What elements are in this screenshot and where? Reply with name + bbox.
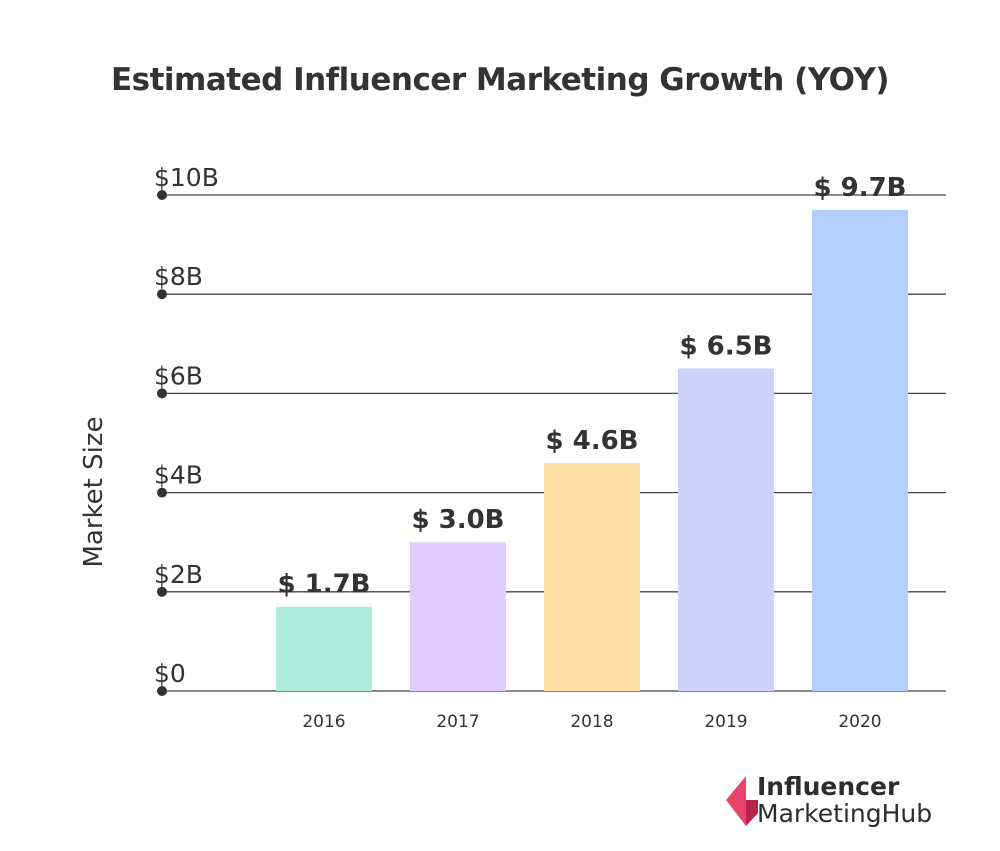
bar-2017	[410, 542, 506, 691]
y-tick-label: $2B	[154, 560, 203, 589]
x-tick-label: 2020	[838, 712, 881, 732]
y-tick-label: $10B	[154, 163, 219, 192]
influencer-marketing-hub-logo: Influencer MarketingHub	[724, 772, 984, 832]
data-label: $ 3.0B	[411, 505, 504, 535]
gridline-dot	[157, 388, 167, 399]
bar-2016	[276, 606, 372, 691]
gridline-dot	[157, 289, 167, 300]
y-tick-label: $0	[154, 659, 186, 688]
logo-text-line1: Influencer	[757, 772, 900, 801]
gridline-dot	[157, 190, 167, 200]
x-tick-label: 2016	[302, 712, 345, 732]
bar-2019	[678, 368, 774, 691]
y-tick-label: $8B	[154, 262, 203, 291]
data-label: $ 9.7B	[813, 173, 906, 203]
y-tick-label: $4B	[154, 461, 203, 490]
logo-diamond-icon	[726, 776, 758, 826]
gridline-dot	[157, 686, 167, 696]
x-tick-label: 2018	[570, 712, 613, 732]
gridline-dot	[157, 586, 167, 597]
data-label: $ 1.7B	[277, 570, 370, 600]
bar-2018	[544, 462, 640, 691]
x-tick-label: 2019	[704, 712, 747, 732]
data-label: $ 6.5B	[679, 332, 772, 362]
x-tick-label: 2017	[436, 712, 479, 732]
data-label: $ 4.6B	[545, 426, 638, 456]
gridline-dot	[157, 487, 167, 498]
y-tick-label: $6B	[154, 361, 203, 390]
logo-text-line2: MarketingHub	[757, 799, 933, 828]
bar-2020	[812, 209, 908, 691]
chart-title: Estimated Influencer Marketing Growth (Y…	[110, 62, 890, 98]
